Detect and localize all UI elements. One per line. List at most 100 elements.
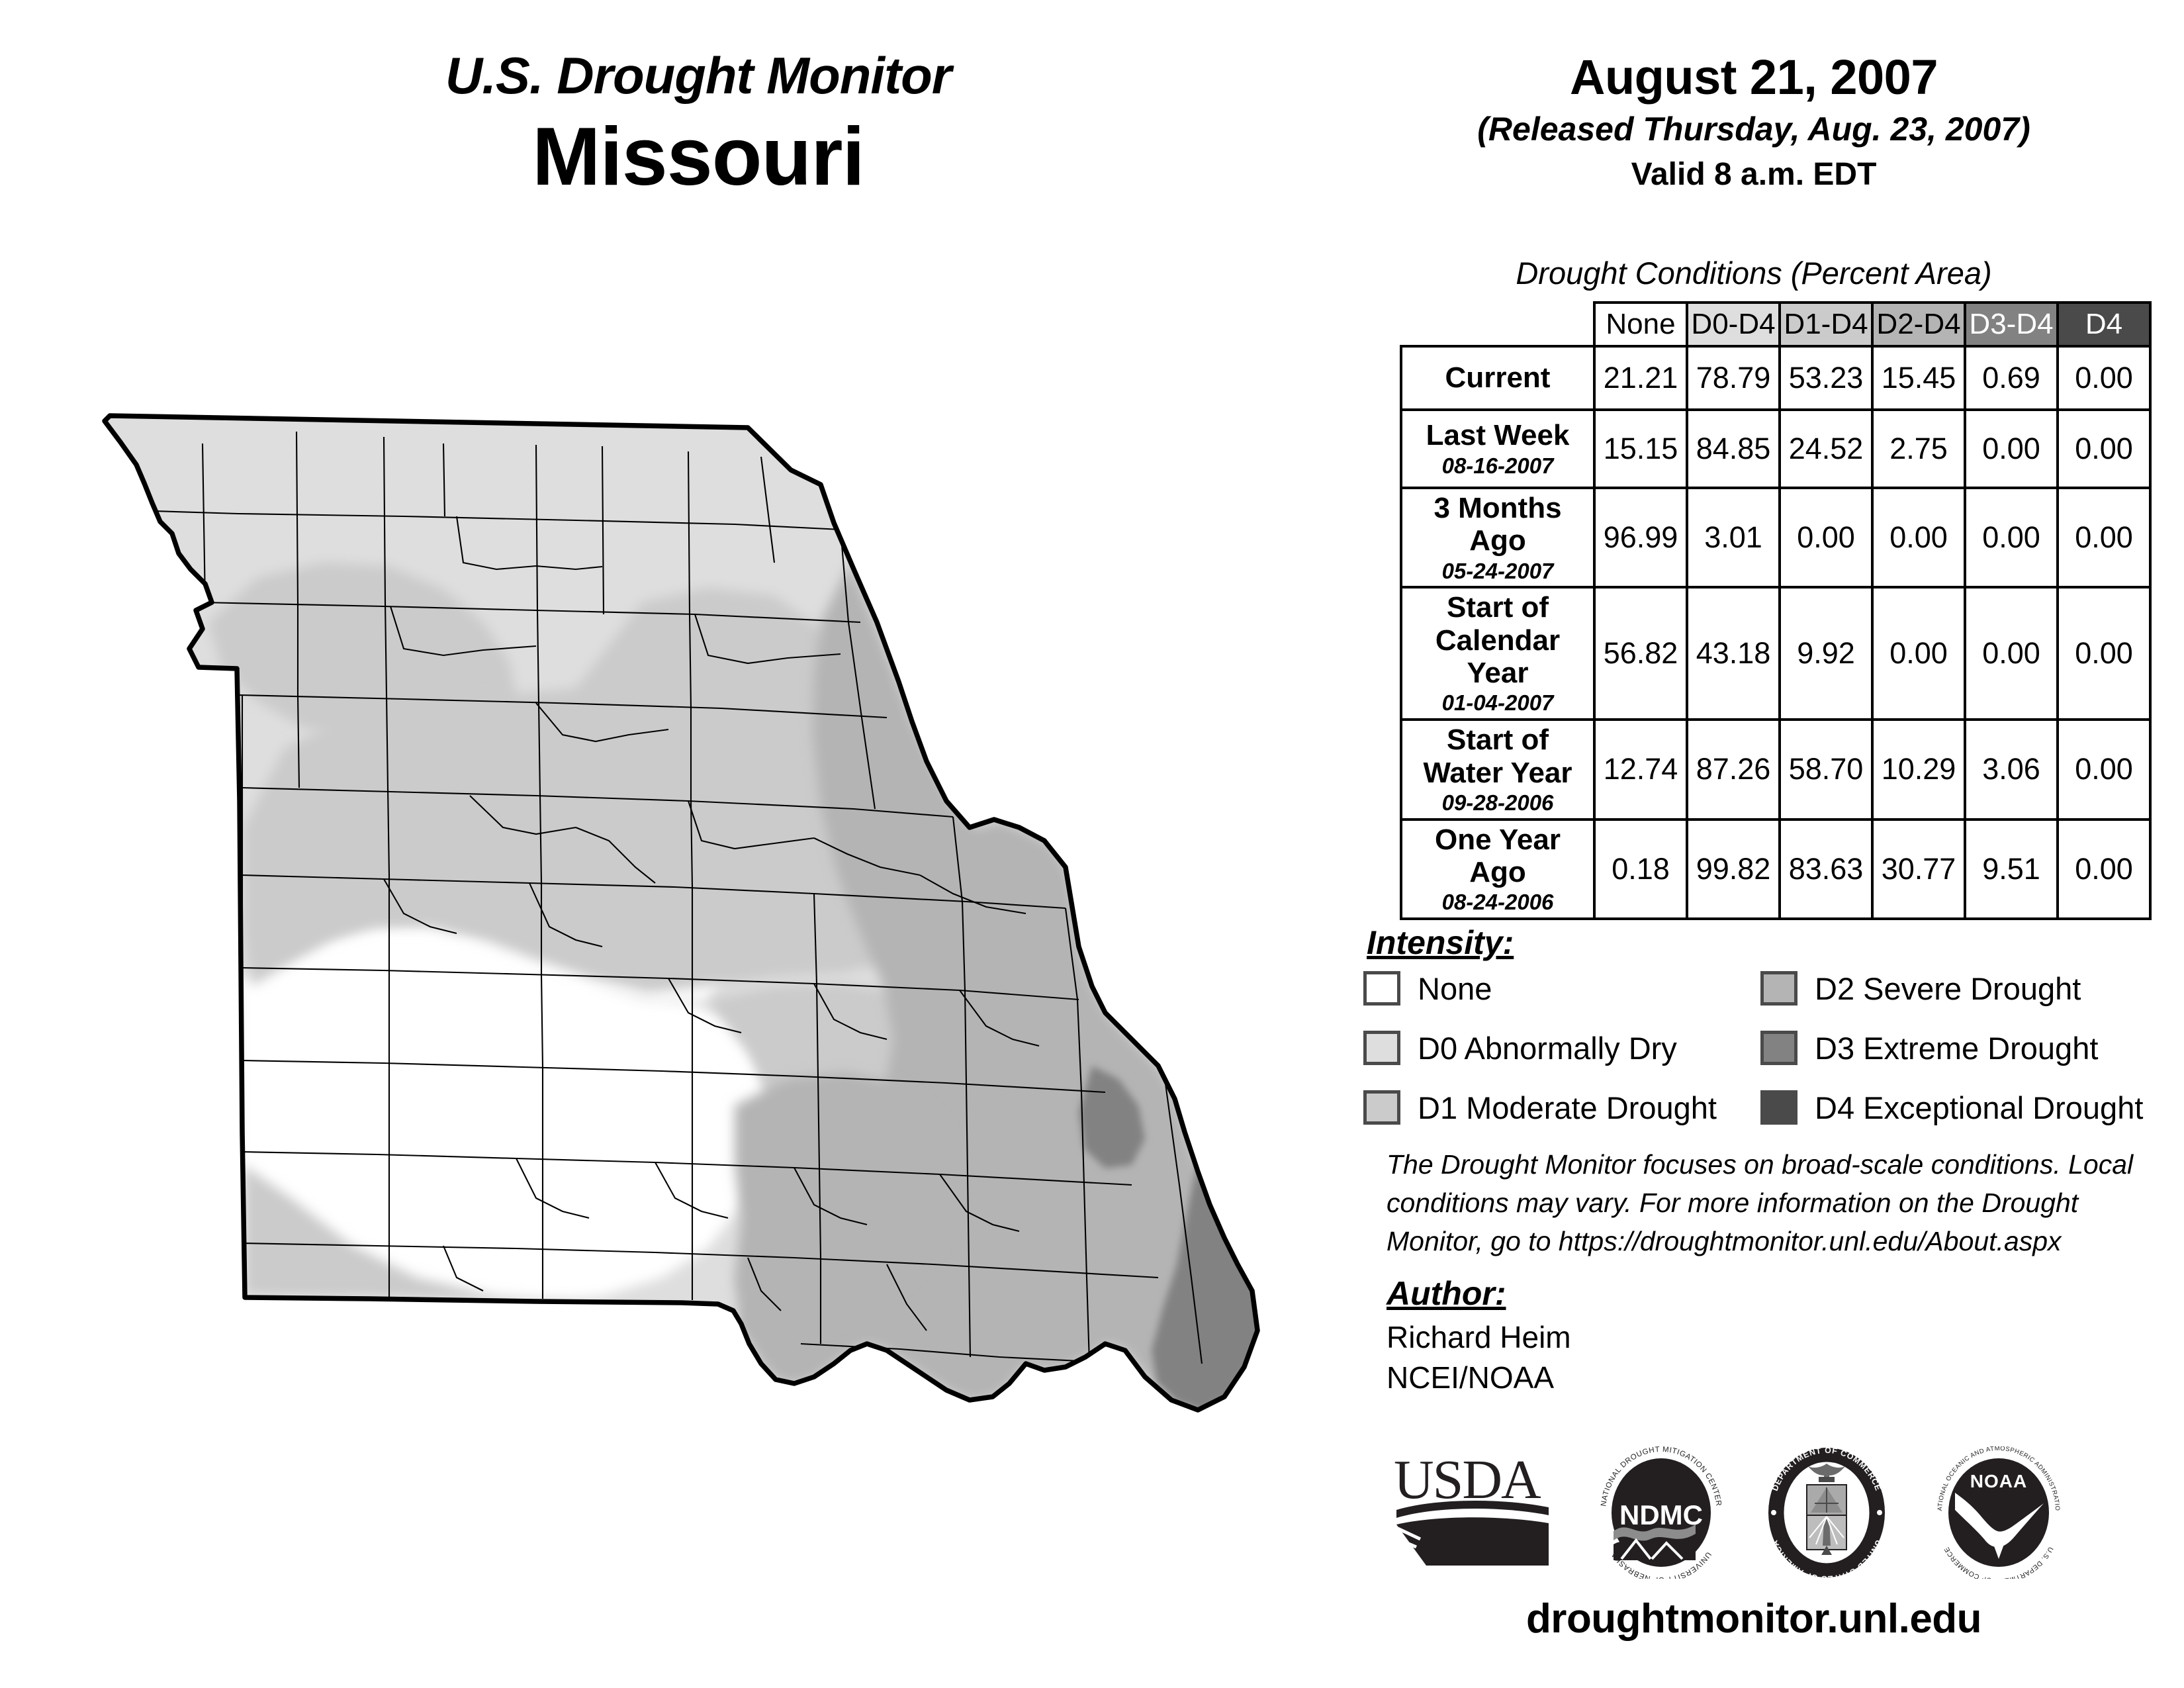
col-header-d0-d4: D0-D4 xyxy=(1686,301,1781,348)
legend-label-d0: D0 Abnormally Dry xyxy=(1418,1030,1677,1066)
cell-3mo-d4: 0.00 xyxy=(2056,486,2152,589)
monitor-title: U.S. Drought Monitor xyxy=(445,46,952,105)
valid-date: August 21, 2007 xyxy=(1570,50,1938,105)
legend-item-d4: D4 Exceptional Drought xyxy=(1760,1086,2143,1129)
legend-item-d0: D0 Abnormally Dry xyxy=(1363,1026,1717,1070)
row-label-text: Last Week xyxy=(1426,419,1570,452)
cell-3mo-none: 96.99 xyxy=(1593,486,1688,589)
col-header-none: None xyxy=(1593,301,1688,348)
swatch-none-icon xyxy=(1363,971,1400,1006)
drought-area-none xyxy=(238,920,768,1301)
date-block: August 21, 2007 (Released Thursday, Aug.… xyxy=(1363,53,2144,191)
legend-label-d3: D3 Extreme Drought xyxy=(1815,1030,2099,1066)
swatch-d0-icon xyxy=(1363,1031,1400,1065)
corner-blank-cell xyxy=(1401,303,1594,346)
row-label-text: Current xyxy=(1445,361,1551,395)
legend-item-d1: D1 Moderate Drought xyxy=(1363,1086,1717,1129)
cell-current-d0: 78.79 xyxy=(1686,345,1781,411)
doc-seal-logo: DEPARTMENT OF COMMERCE UNITED STATES OF … xyxy=(1768,1446,1885,1579)
table-caption: Drought Conditions (Percent Area) xyxy=(1516,256,1992,291)
swatch-d2-icon xyxy=(1760,971,1797,1006)
legend-column-left: None D0 Abnormally Dry D1 Moderate Droug… xyxy=(1363,966,1717,1145)
map-svg[interactable] xyxy=(73,404,1310,1417)
row-sublabel-date: 05-24-2007 xyxy=(1441,558,1554,583)
cell-lastweek-d3: 0.00 xyxy=(1964,408,2059,489)
cell-wy-none: 12.74 xyxy=(1593,718,1688,821)
cell-3mo-d3: 0.00 xyxy=(1964,486,2059,589)
cell-1yr-d4: 0.00 xyxy=(2056,818,2152,921)
row-label-start-of-water-year: Start of Water Year 09-28-2006 xyxy=(1400,718,1596,821)
missouri-state-outline xyxy=(102,413,1260,1413)
cell-lastweek-d0: 84.85 xyxy=(1686,408,1781,489)
cell-current-d2: 15.45 xyxy=(1871,345,1966,411)
row-sublabel-date: 09-28-2006 xyxy=(1441,790,1554,815)
row-label-text: Start of Calendar Year xyxy=(1435,591,1561,690)
cell-cy-d2: 0.00 xyxy=(1871,586,1966,722)
author-block: Richard Heim NCEI/NOAA xyxy=(1387,1317,1571,1397)
legend-item-d3: D3 Extreme Drought xyxy=(1760,1026,2143,1070)
cell-wy-d0: 87.26 xyxy=(1686,718,1781,821)
logo-row: USDA NDMC NATIONAL DROUGHT MITIGATION CE… xyxy=(1377,1446,2158,1579)
missouri-drought-map[interactable] xyxy=(73,404,1310,1417)
cell-1yr-d0: 99.82 xyxy=(1686,818,1781,921)
author-heading: Author: xyxy=(1387,1275,1506,1312)
col-header-d2-d4: D2-D4 xyxy=(1871,301,1966,348)
legend-item-none: None xyxy=(1363,966,1717,1010)
legend-label-d4: D4 Exceptional Drought xyxy=(1815,1090,2144,1125)
table-row: One Year Ago 08-24-2006 0.18 99.82 83.63… xyxy=(1400,818,2152,921)
cell-1yr-d2: 30.77 xyxy=(1871,818,1966,921)
valid-time: Valid 8 a.m. EDT xyxy=(1631,157,1877,192)
drought-conditions-table: None D0-D4 D1-D4 D2-D4 D3-D4 D4 Current … xyxy=(1400,301,2152,921)
row-label-one-year-ago: One Year Ago 08-24-2006 xyxy=(1400,818,1596,921)
legend-label-d2: D2 Severe Drought xyxy=(1815,970,2081,1006)
cell-current-d3: 0.69 xyxy=(1964,345,2059,411)
drought-area-d2-east-central xyxy=(735,1072,960,1344)
cell-cy-d3: 0.00 xyxy=(1964,586,2059,722)
row-label-text: 3 Months Ago xyxy=(1433,492,1562,557)
cell-3mo-d0: 3.01 xyxy=(1686,486,1781,589)
table-row: 3 Months Ago 05-24-2007 96.99 3.01 0.00 … xyxy=(1400,486,2152,589)
release-date: (Released Thursday, Aug. 23, 2007) xyxy=(1477,111,2030,148)
col-header-d3-d4: D3-D4 xyxy=(1964,301,2059,348)
table-row: Start of Water Year 09-28-2006 12.74 87.… xyxy=(1400,718,2152,821)
row-label-3-months-ago: 3 Months Ago 05-24-2007 xyxy=(1400,486,1596,589)
legend-label-d1: D1 Moderate Drought xyxy=(1418,1090,1717,1125)
swatch-d3-icon xyxy=(1760,1031,1797,1065)
cell-1yr-none: 0.18 xyxy=(1593,818,1688,921)
site-url[interactable]: droughtmonitor.unl.edu xyxy=(1525,1596,1982,1642)
cell-current-none: 21.21 xyxy=(1593,345,1688,411)
cell-lastweek-none: 15.15 xyxy=(1593,408,1688,489)
row-label-text: Start of Water Year xyxy=(1423,724,1572,789)
legend-item-d2: D2 Severe Drought xyxy=(1760,966,2143,1010)
cell-wy-d3: 3.06 xyxy=(1964,718,2059,821)
swatch-d1-icon xyxy=(1363,1090,1400,1125)
cell-cy-d0: 43.18 xyxy=(1686,586,1781,722)
col-header-d1-d4: D1-D4 xyxy=(1778,301,1874,348)
cell-3mo-d1: 0.00 xyxy=(1778,486,1874,589)
table-row: Last Week 08-16-2007 15.15 84.85 24.52 2… xyxy=(1400,408,2152,489)
cell-wy-d1: 58.70 xyxy=(1778,718,1874,821)
author-name: Richard Heim xyxy=(1387,1320,1571,1354)
cell-current-d1: 53.23 xyxy=(1778,345,1874,411)
cell-cy-d4: 0.00 xyxy=(2056,586,2152,722)
col-header-d4: D4 xyxy=(2056,301,2152,348)
noaa-logo-text: NOAA xyxy=(1970,1471,2027,1491)
cell-cy-d1: 9.92 xyxy=(1778,586,1874,722)
usda-logo: USDA xyxy=(1394,1449,1549,1566)
intensity-heading: Intensity: xyxy=(1367,924,1514,961)
cell-3mo-d2: 0.00 xyxy=(1871,486,1966,589)
table-row: Current 21.21 78.79 53.23 15.45 0.69 0.0… xyxy=(1400,345,2152,411)
row-label-start-of-calendar-year: Start of Calendar Year 01-04-2007 xyxy=(1400,586,1596,722)
table-row: Start of Calendar Year 01-04-2007 56.82 … xyxy=(1400,586,2152,722)
ndmc-logo-text: NDMC xyxy=(1619,1499,1703,1530)
disclaimer-text: The Drought Monitor focuses on broad-sca… xyxy=(1387,1149,2134,1257)
cell-1yr-d1: 83.63 xyxy=(1778,818,1874,921)
drought-area-d1-southwest xyxy=(244,1165,576,1301)
usda-logo-text: USDA xyxy=(1394,1449,1541,1511)
state-title: Missouri xyxy=(532,111,865,203)
legend-column-right: D2 Severe Drought D3 Extreme Drought D4 … xyxy=(1760,966,2143,1145)
legend-label-none: None xyxy=(1418,970,1492,1006)
cell-lastweek-d4: 0.00 xyxy=(2056,408,2152,489)
row-label-last-week: Last Week 08-16-2007 xyxy=(1400,408,1596,489)
